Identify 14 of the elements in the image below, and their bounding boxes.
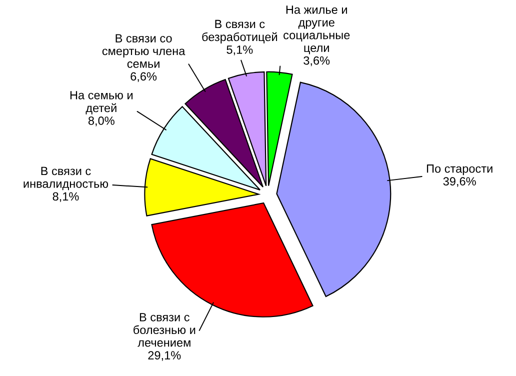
data-label: 5,1% (226, 46, 253, 56)
data-label: 3,6% (304, 56, 330, 66)
slice-label: В связи с безработицей (202, 20, 278, 44)
data-label: 29,1% (148, 351, 181, 361)
slice-label: На семью и детей (70, 91, 133, 114)
data-label: 8,0% (88, 116, 114, 126)
data-label: 6,6% (130, 72, 157, 82)
slice-label: В связи с инвалидностью (24, 166, 108, 190)
slice-label: По старости (426, 164, 492, 176)
slice-label: В связи с болезнью и лечением (134, 313, 196, 347)
data-label: 8,1% (52, 192, 79, 202)
data-label: 39,6% (443, 177, 476, 187)
slice-label: На жилье и другие социальные цели (284, 6, 350, 54)
slice-label: В связи со смертью члена семьи (102, 34, 186, 68)
